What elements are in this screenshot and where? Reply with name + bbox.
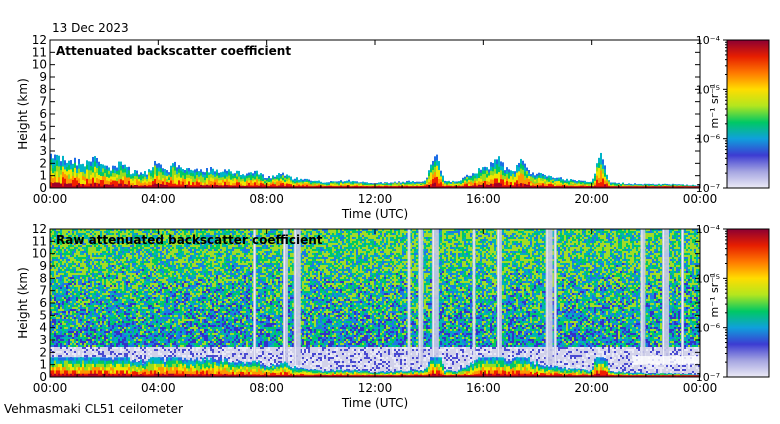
colorbar-scale <box>727 229 769 377</box>
precip-streak-core <box>295 229 296 365</box>
x-tick-label: 00:00 <box>33 381 68 395</box>
y-tick-label: 10 <box>32 247 47 261</box>
y-tick-label: 8 <box>39 82 47 96</box>
x-tick-label: 20:00 <box>574 381 609 395</box>
y-tick-label: 6 <box>39 107 47 121</box>
colorbar-label: m⁻¹ sr⁻¹ <box>708 84 721 129</box>
x-axis-label: Time (UTC) <box>341 396 408 410</box>
plot-area <box>50 40 700 189</box>
precip-streak-core <box>498 229 499 365</box>
colorbar-label: m⁻¹ sr⁻¹ <box>708 273 721 318</box>
y-tick-label: 4 <box>39 321 47 335</box>
y-axis-label: Height (km) <box>16 267 30 338</box>
precip-streak-core <box>547 229 548 365</box>
precip-streak <box>283 229 288 365</box>
y-tick-label: 2 <box>39 345 47 359</box>
precip-streak <box>418 229 423 365</box>
precip-streak-core <box>433 229 434 365</box>
y-tick-label: 6 <box>39 296 47 310</box>
y-tick-label: 9 <box>39 259 47 273</box>
panel-title: Raw attenuated backscatter coefficient <box>56 233 323 247</box>
y-tick-label: 1 <box>39 358 47 372</box>
colorbar-tick-label: 10⁻⁶ <box>696 133 721 146</box>
x-tick-label: 16:00 <box>466 192 501 206</box>
y-tick-label: 1 <box>39 169 47 183</box>
y-tick-label: 9 <box>39 70 47 84</box>
y-tick-label: 7 <box>39 284 47 298</box>
x-axis-label: Time (UTC) <box>341 207 408 221</box>
colorbar: 10⁻⁴10⁻⁵10⁻⁶10⁻⁷m⁻¹ sr⁻¹ <box>696 223 769 384</box>
precip-streak-core <box>682 229 683 365</box>
gap-band <box>632 356 700 365</box>
y-tick-label: 12 <box>32 33 47 47</box>
precip-streak-core <box>474 229 475 365</box>
x-tick-label: 08:00 <box>249 192 284 206</box>
y-tick-label: 3 <box>39 144 47 158</box>
x-tick-label: 12:00 <box>358 381 393 395</box>
precip-streak-core <box>419 229 420 365</box>
precip-streak <box>497 229 502 365</box>
y-tick-label: 11 <box>32 45 47 59</box>
y-tick-label: 4 <box>39 132 47 146</box>
colorbar-tick-label: 10⁻⁷ <box>696 182 720 195</box>
colorbar-tick-label: 10⁻⁷ <box>696 371 720 384</box>
colorbar: 10⁻⁴10⁻⁵10⁻⁶10⁻⁷m⁻¹ sr⁻¹ <box>696 34 769 195</box>
x-tick-label: 04:00 <box>141 381 176 395</box>
colorbar-tick-label: 10⁻⁶ <box>696 322 721 335</box>
x-tick-label: 04:00 <box>141 192 176 206</box>
plot-area <box>50 229 700 378</box>
precip-streak <box>640 229 645 365</box>
y-tick-label: 12 <box>32 222 47 236</box>
x-tick-label: 12:00 <box>358 192 393 206</box>
precip-streak-core <box>254 229 255 365</box>
colorbar-tick-label: 10⁻⁴ <box>696 34 721 47</box>
x-tick-label: 00:00 <box>33 192 68 206</box>
precip-streak-core <box>409 229 410 365</box>
x-tick-label: 20:00 <box>574 192 609 206</box>
y-tick-label: 8 <box>39 271 47 285</box>
colorbar-scale <box>727 40 769 188</box>
y-axis-label: Height (km) <box>16 78 30 149</box>
precip-streak-core <box>284 229 285 365</box>
precip-streak-core <box>663 229 664 365</box>
x-tick-label: 16:00 <box>466 381 501 395</box>
y-tick-label: 7 <box>39 95 47 109</box>
x-tick-label: 08:00 <box>249 381 284 395</box>
colorbar-tick-label: 10⁻⁴ <box>696 223 721 236</box>
precip-streak-core <box>555 229 556 365</box>
y-tick-label: 11 <box>32 234 47 248</box>
date-label: 13 Dec 2023 <box>52 21 129 35</box>
y-tick-label: 5 <box>39 308 47 322</box>
y-tick-label: 3 <box>39 333 47 347</box>
noise-field <box>50 229 700 377</box>
panel-title: Attenuated backscatter coefficient <box>56 44 291 58</box>
precip-streak-core <box>641 229 642 365</box>
instrument-label: Vehmasmaki CL51 ceilometer <box>4 402 183 416</box>
y-tick-label: 5 <box>39 119 47 133</box>
y-tick-label: 2 <box>39 156 47 170</box>
y-tick-label: 10 <box>32 58 47 72</box>
